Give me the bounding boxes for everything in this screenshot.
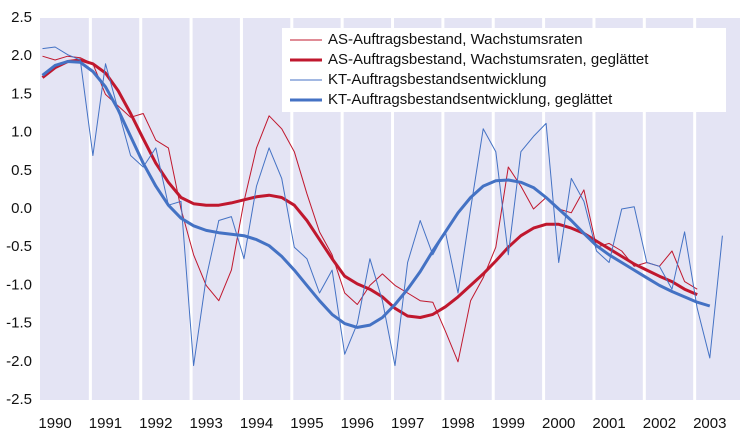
legend-label: AS-Auftragsbestand, Wachstumsraten, gegl… (328, 51, 649, 68)
y-tick-label: 2.0 (11, 47, 32, 64)
y-tick-label: -2.0 (6, 353, 32, 370)
x-tick-label: 1997 (391, 415, 424, 432)
legend-label: KT-Auftragsbestandsentwicklung, geglätte… (328, 91, 613, 108)
y-tick-label: -2.5 (6, 391, 32, 408)
y-tick-label: 1.5 (11, 85, 32, 102)
x-tick-label: 1991 (89, 415, 122, 432)
y-tick-label: 0.5 (11, 162, 32, 179)
x-tick-label: 1996 (341, 415, 374, 432)
x-tick-label: 1994 (240, 415, 273, 432)
legend-label: AS-Auftragsbestand, Wachstumsraten (328, 31, 583, 48)
x-tick-label: 1990 (38, 415, 71, 432)
x-tick-label: 1993 (189, 415, 222, 432)
x-tick-label: 2001 (592, 415, 625, 432)
series-line (42, 46, 723, 367)
y-tick-label: -0.5 (6, 238, 32, 255)
y-tick-label: -1.5 (6, 315, 32, 332)
legend-label: KT-Auftragsbestandsentwicklung (328, 71, 546, 88)
y-tick-label: 1.0 (11, 124, 32, 141)
x-tick-label: 1998 (441, 415, 474, 432)
x-tick-label: 1999 (492, 415, 525, 432)
x-tick-label: 2003 (693, 415, 726, 432)
y-tick-label: 0.0 (11, 200, 32, 217)
y-tick-label: -1.0 (6, 276, 32, 293)
y-tick-label: 2.5 (11, 9, 32, 26)
x-tick-label: 1995 (290, 415, 323, 432)
x-tick-label: 1992 (139, 415, 172, 432)
legend-box (282, 28, 726, 112)
series-line (42, 55, 698, 363)
series-line (41, 60, 711, 329)
x-tick-label: 2000 (542, 415, 575, 432)
x-tick-label: 2002 (643, 415, 676, 432)
